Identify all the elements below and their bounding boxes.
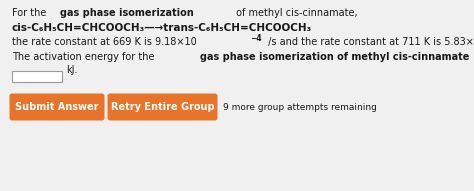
Text: kJ.: kJ. xyxy=(66,65,78,75)
FancyBboxPatch shape xyxy=(12,71,62,82)
FancyBboxPatch shape xyxy=(9,94,104,121)
FancyBboxPatch shape xyxy=(108,94,218,121)
Text: 9 more group attempts remaining: 9 more group attempts remaining xyxy=(223,103,377,112)
Text: Submit Answer: Submit Answer xyxy=(15,102,99,112)
Text: /s and the rate constant at 711 K is 5.83×10: /s and the rate constant at 711 K is 5.8… xyxy=(265,37,474,47)
Text: For the: For the xyxy=(12,8,49,18)
Text: The activation energy for the: The activation energy for the xyxy=(12,52,158,62)
Text: gas phase isomerization: gas phase isomerization xyxy=(60,8,194,18)
Text: gas phase isomerization of methyl cis-cinnamate: gas phase isomerization of methyl cis-ci… xyxy=(200,52,469,62)
Text: the rate constant at 669 K is 9.18×10: the rate constant at 669 K is 9.18×10 xyxy=(12,37,197,47)
Text: Retry Entire Group: Retry Entire Group xyxy=(111,102,214,112)
Text: −4: −4 xyxy=(250,34,262,43)
Text: cis-C₆H₅CH=CHCOOCH₃—→trans-C₆H₅CH=CHCOOCH₃: cis-C₆H₅CH=CHCOOCH₃—→trans-C₆H₅CH=CHCOOC… xyxy=(12,23,312,33)
Text: of methyl cis-cinnamate,: of methyl cis-cinnamate, xyxy=(233,8,357,18)
